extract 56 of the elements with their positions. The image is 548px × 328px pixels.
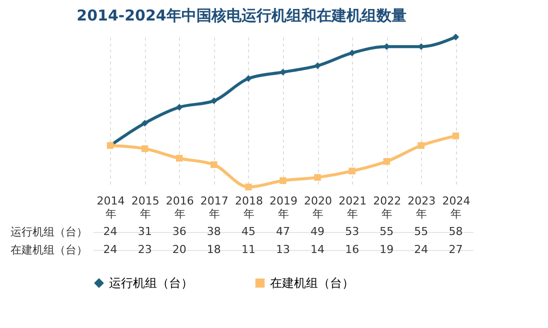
data-label: 14 <box>310 243 325 256</box>
x-tick-label: 2019 年 <box>270 194 298 220</box>
x-tick-label: 2022 年 <box>373 194 402 220</box>
point <box>452 34 460 40</box>
point <box>176 154 183 162</box>
x-tick-label: 2015 年 <box>131 194 160 220</box>
point <box>348 168 356 174</box>
x-tick-label: 2021 年 <box>338 194 367 220</box>
text: 在建机组（台） <box>10 244 88 256</box>
data-label: 13 <box>276 243 290 256</box>
data-label: 55 <box>380 225 394 238</box>
data-label: 47 <box>276 225 290 238</box>
data-label: 18 <box>206 243 221 256</box>
data-label: 16 <box>345 243 360 256</box>
legend-label: 在建机组（台） <box>270 276 354 290</box>
data-label: 31 <box>138 225 152 238</box>
x-tick-label: 2024 年 <box>442 194 470 220</box>
legend-label: 运行机组（台） <box>109 276 193 290</box>
point <box>141 120 148 127</box>
data-label: 49 <box>310 225 325 238</box>
data-label: 58 <box>448 225 463 238</box>
text: 运行机组（台） <box>10 226 88 238</box>
chart-title: 2014-2024年中国核电运行机组和在建机组数量 <box>76 6 406 25</box>
point <box>245 184 252 190</box>
point <box>176 104 183 111</box>
data-label: 24 <box>414 243 428 256</box>
data-label: 19 <box>380 243 394 256</box>
x-tick-label: 2014 年 <box>96 194 125 220</box>
point <box>210 97 218 104</box>
point <box>280 68 286 76</box>
data-label: 24 <box>103 225 118 238</box>
point <box>314 174 321 181</box>
data-label: 55 <box>414 225 428 238</box>
data-label: 53 <box>345 225 360 238</box>
point <box>141 145 148 152</box>
x-tick-label: 2018 年 <box>234 194 263 220</box>
data-label: 45 <box>241 225 256 238</box>
point <box>210 161 218 168</box>
data-label: 24 <box>103 243 118 256</box>
point <box>348 50 356 56</box>
x-tick-label: 2023 年 <box>408 194 436 220</box>
point <box>314 62 321 70</box>
point <box>418 142 425 149</box>
data-label: 36 <box>172 225 186 238</box>
data-label: 23 <box>138 243 152 256</box>
point <box>245 75 252 82</box>
data-label: 38 <box>206 225 221 238</box>
point <box>280 177 286 184</box>
data-label: 11 <box>241 243 256 256</box>
x-tick-label: 2017 年 <box>200 194 228 220</box>
x-tick-label: 2020 年 <box>304 194 332 220</box>
x-tick-label: 2016 年 <box>166 194 194 220</box>
data-label: 20 <box>172 243 186 256</box>
data-label: 27 <box>448 243 463 256</box>
point <box>452 132 460 140</box>
point <box>383 158 390 165</box>
